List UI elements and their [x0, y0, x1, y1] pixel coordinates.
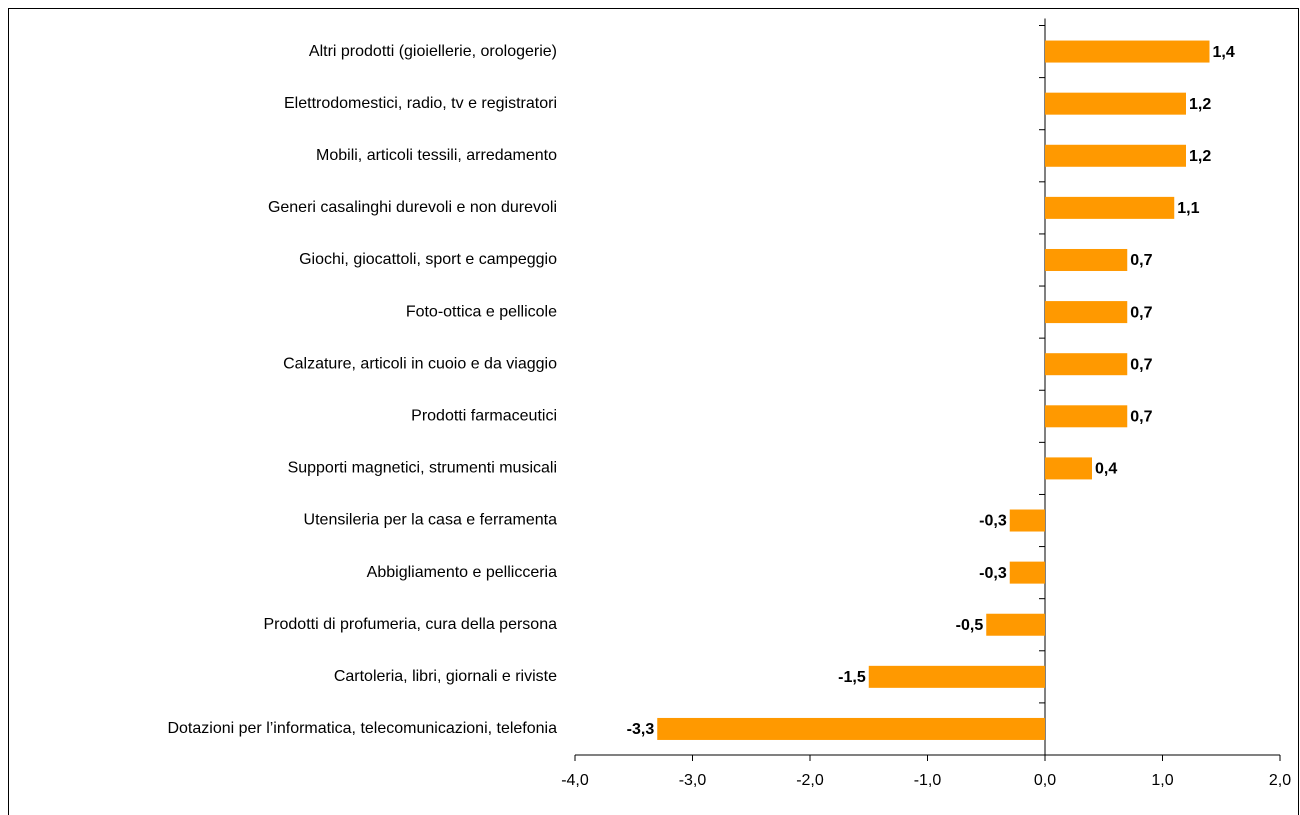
bar: [1045, 144, 1186, 167]
y-tick-label: Prodotti farmaceutici: [411, 408, 557, 425]
value-label: 0,7: [1130, 304, 1152, 321]
value-label: 0,4: [1095, 461, 1117, 478]
bar: [1045, 196, 1175, 219]
bar: [986, 613, 1045, 636]
x-tick-label: -4,0: [561, 772, 589, 789]
bar: [1045, 40, 1210, 63]
bar: [1045, 92, 1186, 115]
y-tick-label: Supporti magnetici, strumenti musicali: [288, 460, 557, 477]
value-label: -0,3: [979, 565, 1007, 582]
value-label: -1,5: [838, 669, 866, 686]
value-label: 1,1: [1177, 200, 1199, 217]
x-tick-label: -3,0: [679, 772, 707, 789]
y-tick-label: Dotazioni per l’informatica, telecomunic…: [167, 720, 557, 737]
value-label: 1,2: [1189, 148, 1211, 165]
bar: [1009, 561, 1045, 584]
x-tick-label: -1,0: [914, 772, 942, 789]
bar: [1045, 301, 1128, 324]
value-label: 0,7: [1130, 409, 1152, 426]
value-label: -0,5: [956, 617, 984, 634]
value-label: 0,7: [1130, 356, 1152, 373]
y-tick-label: Altri prodotti (gioiellerie, orologerie): [309, 43, 557, 60]
y-tick-label: Calzature, articoli in cuoio e da viaggi…: [283, 355, 557, 372]
y-tick-label: Generi casalinghi durevoli e non durevol…: [268, 199, 557, 216]
y-tick-label: Prodotti di profumeria, cura della perso…: [264, 616, 558, 633]
y-tick-label: Elettrodomestici, radio, tv e registrato…: [284, 95, 557, 112]
y-tick-label: Giochi, giocattoli, sport e campeggio: [299, 251, 557, 268]
bar: [868, 665, 1045, 688]
bar: [1045, 457, 1092, 480]
y-tick-label: Utensileria per la casa e ferramenta: [304, 512, 558, 529]
bar: [657, 717, 1045, 740]
y-tick-label: Cartoleria, libri, giornali e riviste: [334, 668, 557, 685]
bar: [1009, 509, 1045, 532]
bar: [1045, 405, 1128, 428]
y-tick-label: Abbigliamento e pellicceria: [367, 564, 557, 581]
value-label: 0,7: [1130, 252, 1152, 269]
x-tick-label: -2,0: [796, 772, 824, 789]
bar: [1045, 353, 1128, 376]
x-tick-label: 0,0: [1034, 772, 1056, 789]
value-label: -0,3: [979, 513, 1007, 530]
x-tick-label: 1,0: [1151, 772, 1173, 789]
value-label: -3,3: [627, 721, 655, 738]
x-tick-label: 2,0: [1269, 772, 1291, 789]
bar: [1045, 248, 1128, 271]
chart-frame: [8, 8, 1299, 815]
y-tick-label: Foto-ottica e pellicole: [406, 303, 557, 320]
y-tick-label: Mobili, articoli tessili, arredamento: [316, 147, 557, 164]
value-label: 1,4: [1213, 44, 1235, 61]
value-label: 1,2: [1189, 96, 1211, 113]
